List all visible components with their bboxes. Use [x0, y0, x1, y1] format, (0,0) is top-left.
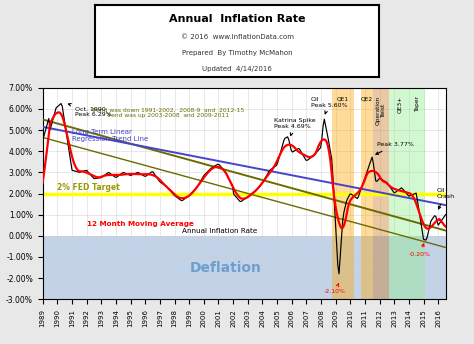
- Text: Peak 3.77%: Peak 3.77%: [376, 142, 414, 154]
- Text: 12 Month Moving Average: 12 Month Moving Average: [87, 221, 193, 227]
- Bar: [361, 88, 373, 299]
- Text: Long Term Linear
Regression Trend Line: Long Term Linear Regression Trend Line: [72, 129, 148, 142]
- Text: 2% FED Target: 2% FED Target: [57, 183, 120, 192]
- Text: Oil
Crash: Oil Crash: [437, 188, 455, 209]
- Bar: [332, 88, 354, 299]
- Bar: [373, 88, 389, 299]
- Bar: [410, 88, 425, 299]
- Text: Oil
Peak 5.60%: Oil Peak 5.60%: [311, 97, 347, 114]
- Text: Updated  4/14/2016: Updated 4/14/2016: [202, 66, 272, 72]
- Bar: [389, 88, 410, 299]
- Text: QE1: QE1: [337, 96, 349, 101]
- Text: -2.10%: -2.10%: [324, 284, 346, 294]
- Text: Annual  Inflation Rate: Annual Inflation Rate: [169, 14, 305, 24]
- Text: -0.20%: -0.20%: [409, 244, 431, 257]
- Text: Annual Inflation Rate: Annual Inflation Rate: [182, 228, 257, 234]
- Text: Trend was down 1991-2002,  2008-9  and  2012-15
Trend was up 2003-2008  and 2009: Trend was down 1991-2002, 2008-9 and 201…: [91, 108, 244, 118]
- Text: Katrina Spike
Peak 4.69%: Katrina Spike Peak 4.69%: [274, 118, 316, 136]
- Text: © 2016  www.InflationData.com: © 2016 www.InflationData.com: [181, 34, 293, 40]
- Text: QE3+: QE3+: [397, 96, 402, 113]
- Text: Operation
Twist: Operation Twist: [376, 96, 386, 126]
- Text: Prepared  By Timothy McMahon: Prepared By Timothy McMahon: [182, 50, 292, 56]
- Text: Deflation: Deflation: [190, 260, 262, 275]
- Text: Taper: Taper: [415, 96, 420, 112]
- Text: QE2: QE2: [361, 96, 373, 101]
- Text: Oct. 1990
Peak 6.29%: Oct. 1990 Peak 6.29%: [68, 104, 112, 117]
- Bar: [43, 236, 446, 299]
